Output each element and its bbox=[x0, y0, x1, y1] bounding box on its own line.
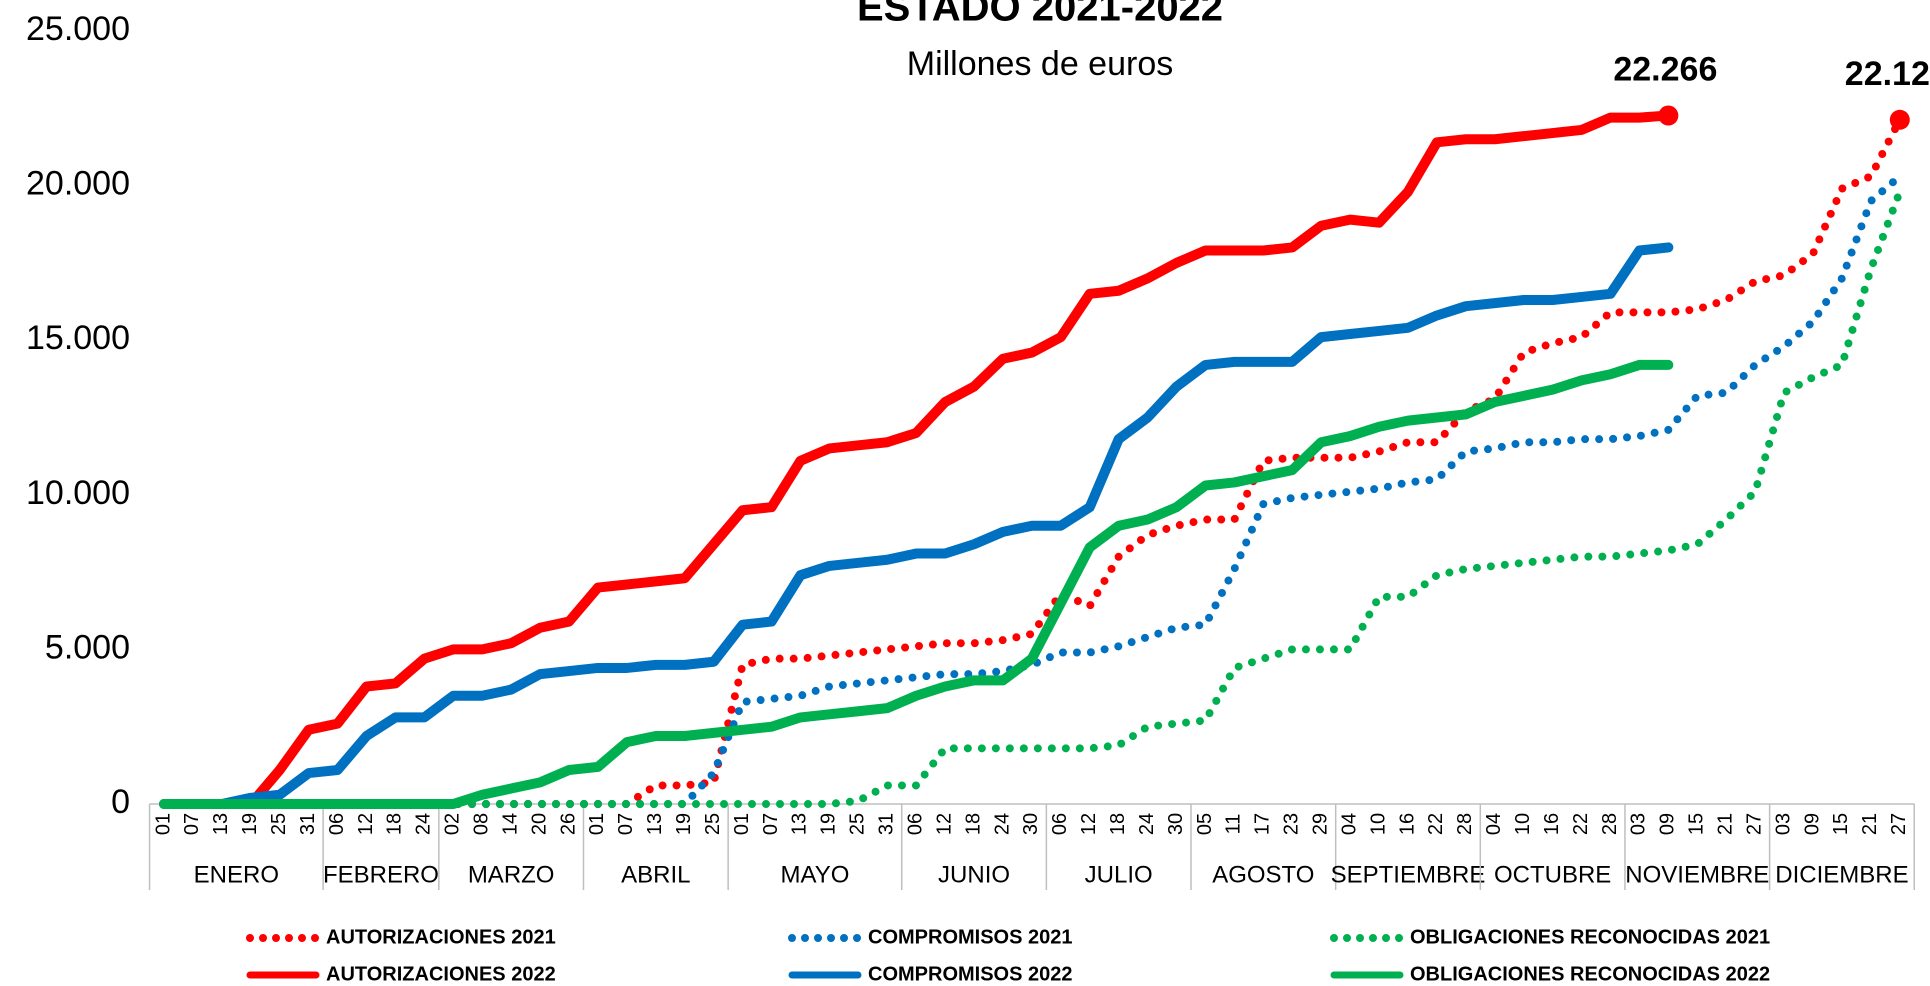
y-tick-label: 10.000 bbox=[26, 474, 130, 512]
x-tick-label: 13 bbox=[644, 813, 666, 835]
x-tick-label: 19 bbox=[239, 813, 261, 835]
x-tick-label: 16 bbox=[1396, 813, 1418, 835]
end-marker bbox=[1658, 105, 1679, 126]
x-tick-label: 21 bbox=[1715, 813, 1737, 835]
month-label: JUNIO bbox=[938, 861, 1010, 888]
x-tick-label: 06 bbox=[326, 813, 348, 835]
x-tick-label: 06 bbox=[904, 813, 926, 835]
x-tick-label: 13 bbox=[789, 813, 811, 835]
x-tick-label: 01 bbox=[152, 813, 174, 835]
x-tick-label: 10 bbox=[1512, 813, 1534, 835]
end-marker bbox=[1889, 109, 1910, 130]
x-tick-label: 22 bbox=[1570, 813, 1592, 835]
x-tick-label: 24 bbox=[1136, 813, 1158, 835]
x-tick-label: 28 bbox=[1454, 813, 1476, 835]
x-tick-label: 19 bbox=[673, 813, 695, 835]
legend-label: AUTORIZACIONES 2022 bbox=[326, 963, 556, 985]
series-line bbox=[160, 172, 1904, 808]
x-tick-label: 31 bbox=[876, 813, 898, 835]
x-tick-label: 07 bbox=[181, 813, 203, 835]
month-label: OCTUBRE bbox=[1494, 861, 1611, 888]
month-label: AGOSTO bbox=[1212, 861, 1314, 888]
x-tick-label: 15 bbox=[1830, 813, 1852, 835]
x-tick-label: 04 bbox=[1483, 813, 1505, 835]
y-tick-label: 0 bbox=[111, 783, 130, 821]
x-tick-label: 24 bbox=[991, 813, 1013, 835]
y-tick-label: 5.000 bbox=[45, 628, 130, 666]
month-label: MAYO bbox=[780, 861, 849, 888]
x-tick-label: 27 bbox=[1888, 813, 1910, 835]
y-tick-label: 20.000 bbox=[26, 165, 130, 203]
series-line bbox=[159, 110, 1674, 809]
x-tick-label: 22 bbox=[1425, 813, 1447, 835]
x-tick-label: 24 bbox=[413, 813, 435, 835]
x-tick-label: 16 bbox=[1541, 813, 1563, 835]
value-label: 22.266 bbox=[1613, 51, 1717, 89]
x-tick-label: 29 bbox=[1309, 813, 1331, 835]
x-tick-label: 07 bbox=[615, 813, 637, 835]
y-tick-label: 15.000 bbox=[26, 319, 130, 357]
chart-title: ESTADO 2021-2022 bbox=[857, 0, 1223, 30]
x-tick-label: 13 bbox=[210, 813, 232, 835]
x-tick-label: 17 bbox=[1252, 813, 1274, 835]
x-tick-label: 25 bbox=[847, 813, 869, 835]
month-label: ABRIL bbox=[621, 861, 690, 888]
y-tick-label: 25.000 bbox=[26, 10, 130, 48]
legend-label: OBLIGACIONES RECONOCIDAS 2021 bbox=[1410, 926, 1770, 948]
x-tick-label: 26 bbox=[557, 813, 579, 835]
month-label: JULIO bbox=[1085, 861, 1153, 888]
x-tick-label: 11 bbox=[1223, 814, 1245, 835]
x-tick-label: 21 bbox=[1859, 813, 1881, 835]
legend-label: AUTORIZACIONES 2021 bbox=[326, 926, 556, 948]
month-label: DICIEMBRE bbox=[1775, 861, 1908, 888]
x-tick-label: 01 bbox=[586, 813, 608, 835]
x-tick-label: 03 bbox=[1772, 813, 1794, 835]
x-tick-label: 05 bbox=[1194, 813, 1216, 835]
x-tick-label: 06 bbox=[1049, 813, 1071, 835]
x-tick-label: 04 bbox=[1338, 813, 1360, 835]
x-tick-label: 09 bbox=[1657, 813, 1679, 835]
x-tick-label: 27 bbox=[1743, 813, 1765, 835]
x-tick-label: 18 bbox=[384, 813, 406, 835]
x-tick-label: 07 bbox=[760, 813, 782, 835]
x-tick-label: 02 bbox=[442, 813, 464, 835]
series-line bbox=[160, 115, 1904, 808]
x-tick-label: 14 bbox=[499, 813, 521, 835]
legend-label: COMPROMISOS 2021 bbox=[868, 926, 1073, 948]
x-tick-label: 01 bbox=[731, 813, 753, 835]
month-label: SEPTIEMBRE bbox=[1331, 861, 1486, 888]
x-tick-label: 23 bbox=[1281, 813, 1303, 835]
month-label: FEBRERO bbox=[323, 861, 439, 888]
chart-subtitle: Millones de euros bbox=[907, 45, 1173, 83]
x-tick-label: 25 bbox=[702, 813, 724, 835]
x-tick-label: 12 bbox=[1078, 813, 1100, 835]
month-label: NOVIEMBRE bbox=[1625, 861, 1769, 888]
x-tick-label: 12 bbox=[355, 813, 377, 835]
series-line bbox=[159, 242, 1674, 809]
x-tick-label: 15 bbox=[1686, 813, 1708, 835]
month-label: MARZO bbox=[468, 861, 555, 888]
legend-label: OBLIGACIONES RECONOCIDAS 2022 bbox=[1410, 963, 1770, 985]
x-tick-label: 10 bbox=[1367, 813, 1389, 835]
x-tick-label: 18 bbox=[962, 813, 984, 835]
x-tick-label: 09 bbox=[1801, 813, 1823, 835]
x-tick-label: 30 bbox=[1020, 813, 1042, 835]
x-tick-label: 20 bbox=[528, 813, 550, 835]
x-tick-label: 03 bbox=[1628, 813, 1650, 835]
value-label: 22.128 bbox=[1845, 55, 1930, 93]
x-tick-label: 25 bbox=[268, 813, 290, 835]
x-tick-label: 19 bbox=[818, 813, 840, 835]
x-tick-label: 12 bbox=[933, 813, 955, 835]
x-tick-label: 31 bbox=[297, 813, 319, 835]
x-tick-label: 28 bbox=[1599, 813, 1621, 835]
x-tick-label: 30 bbox=[1165, 813, 1187, 835]
series-line bbox=[159, 359, 1674, 809]
x-tick-label: 18 bbox=[1107, 813, 1129, 835]
month-label: ENERO bbox=[194, 861, 279, 888]
x-tick-label: 08 bbox=[471, 813, 493, 835]
legend-label: COMPROMISOS 2022 bbox=[868, 963, 1073, 985]
